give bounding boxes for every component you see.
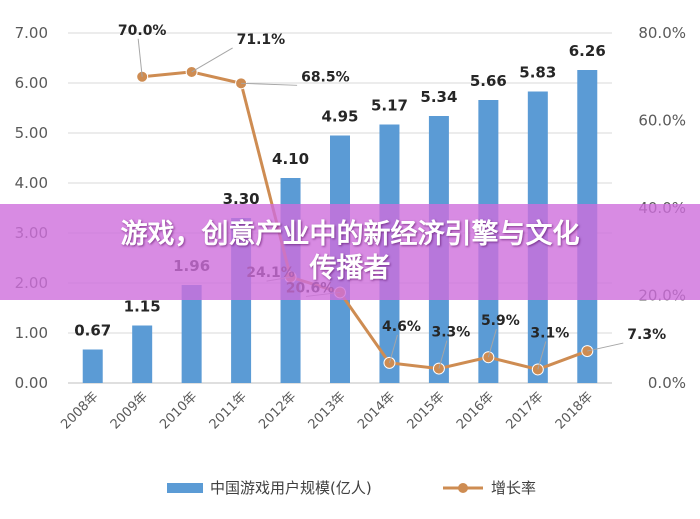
right-tick-label: 80.0% <box>638 24 686 42</box>
headline-banner: 游戏，创意产业中的新经济引擎与文化 传播者 <box>0 204 700 300</box>
x-tick-label: 2015年 <box>405 389 448 432</box>
legend-label-bar: 中国游戏用户规模(亿人) <box>210 479 372 497</box>
left-tick-label: 4.00 <box>15 174 48 192</box>
x-tick-label: 2014年 <box>355 389 398 432</box>
bar <box>82 349 103 383</box>
headline-line-1: 游戏，创意产业中的新经济引擎与文化 <box>120 219 580 250</box>
headline-line-2: 传播者 <box>309 253 391 284</box>
x-axis-ticks: 2008年 2009年 2010年 2011年 2012年 2013年 2014年 2015年… <box>58 389 596 432</box>
x-tick-label: 2018年 <box>553 389 596 432</box>
label-leader-line <box>388 334 398 364</box>
line-value-label: 4.6% <box>382 319 421 335</box>
line-value-label: 5.9% <box>481 313 520 329</box>
x-tick-label: 2012年 <box>256 389 299 432</box>
bar-value-label: 3.30 <box>223 190 260 208</box>
left-tick-label: 0.00 <box>15 374 48 392</box>
bar-value-label: 4.10 <box>272 150 309 168</box>
x-tick-label: 2016年 <box>454 389 497 432</box>
label-leader-line <box>137 38 143 77</box>
legend-label-line: 增长率 <box>491 479 536 497</box>
bar <box>181 285 202 383</box>
x-tick-label: 2009年 <box>108 389 151 432</box>
bar-value-labels: 0.671.151.963.304.104.955.175.345.665.83… <box>74 42 606 340</box>
right-tick-label: 0.0% <box>648 374 686 392</box>
x-tick-label: 2013年 <box>306 389 349 432</box>
x-tick-label: 2011年 <box>207 389 250 432</box>
bar-value-label: 5.66 <box>470 72 507 90</box>
legend: 中国游戏用户规模(亿人) 增长率 <box>167 479 536 497</box>
x-tick-label: 2017年 <box>503 389 546 432</box>
bar <box>132 325 153 383</box>
line-value-label: 3.3% <box>431 325 470 341</box>
left-tick-label: 1.00 <box>15 324 48 342</box>
bar-value-label: 5.83 <box>519 64 556 82</box>
right-tick-label: 60.0% <box>638 112 686 130</box>
line-value-label: 71.1% <box>237 32 286 48</box>
left-tick-label: 5.00 <box>15 124 48 142</box>
label-leader-line <box>487 329 497 358</box>
bar-value-label: 5.17 <box>371 97 408 115</box>
label-leader-line <box>191 47 233 73</box>
bar-value-label: 1.15 <box>124 298 161 316</box>
left-tick-label: 6.00 <box>15 74 48 92</box>
line-value-label: 7.3% <box>627 327 666 343</box>
bar-value-label: 0.67 <box>74 322 111 340</box>
line-value-label: 70.0% <box>118 23 167 39</box>
x-tick-label: 2008年 <box>58 389 101 432</box>
legend-swatch-bar <box>167 483 203 493</box>
label-leader-line <box>438 340 448 369</box>
label-leader-line <box>537 341 547 370</box>
label-leader-line <box>587 342 624 352</box>
line-value-label: 68.5% <box>301 69 350 85</box>
left-tick-label: 7.00 <box>15 24 48 42</box>
x-tick-label: 2010年 <box>157 389 200 432</box>
label-leader-line <box>241 82 298 86</box>
legend-swatch-marker <box>458 483 468 493</box>
bar-value-label: 4.95 <box>321 108 358 126</box>
bar-value-label: 6.26 <box>569 42 606 60</box>
line-value-label: 3.1% <box>530 325 569 341</box>
growth-rate-line <box>142 70 588 372</box>
headline-text: 游戏，创意产业中的新经济引擎与文化 传播者 <box>50 218 650 286</box>
bar-value-label: 5.34 <box>420 88 457 106</box>
